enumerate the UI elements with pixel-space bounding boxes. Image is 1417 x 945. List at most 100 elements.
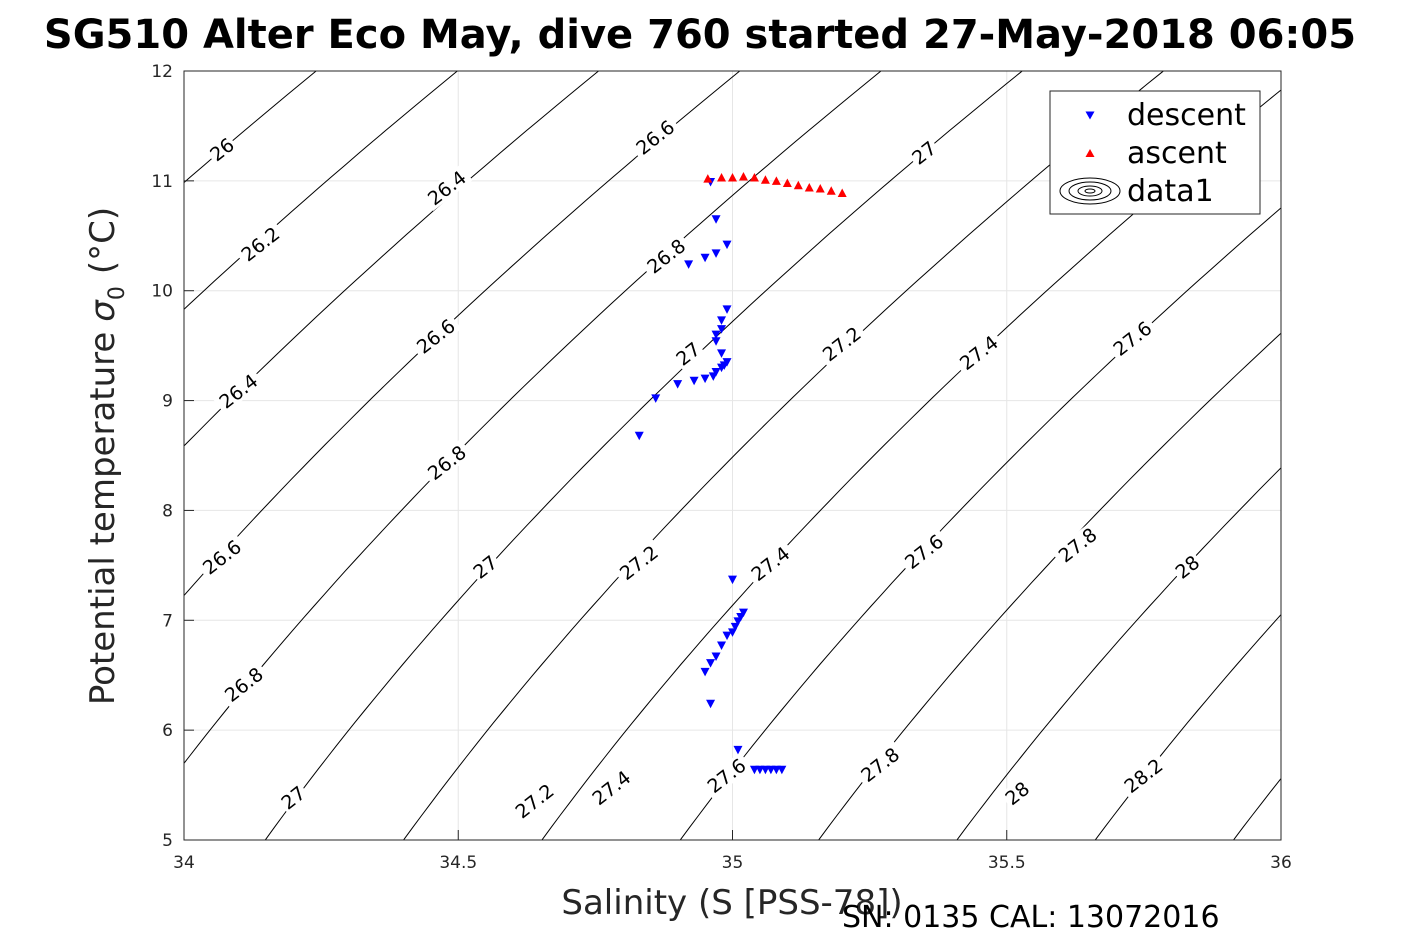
contour-label-background [854,741,906,788]
density-contour-line [818,332,1281,840]
ascent-point [771,176,781,185]
descent-point [711,215,721,224]
descent-point [736,612,746,622]
contour-label-background [585,764,638,811]
ascent-point [826,186,836,195]
descent-point [700,667,710,677]
contour-label-background [1169,550,1205,584]
descent-point [711,652,721,662]
descent-point [700,253,710,263]
y-axis-label-main: Potential temperature [83,332,123,705]
legend-marker-descent [1085,111,1095,120]
ascent-point [793,180,803,190]
legend-label-ascent: ascent [1127,136,1227,171]
y-axis-label-subscript: 0 [105,286,130,300]
descent-point [777,765,787,775]
density-contour-line [956,467,1281,840]
descent-point [706,699,716,709]
descent-point [728,575,737,585]
y-axis-label-symbol: σ [83,299,123,322]
legend-label-data1: data1 [1127,174,1214,209]
descent-point [700,374,710,384]
descent-point [717,363,727,373]
y-tick-label: 8 [162,501,173,521]
descent-point [711,368,721,377]
descent-point [708,372,718,381]
descent-point [717,316,727,325]
descent-point [722,631,732,641]
contour-label-background [217,661,270,708]
x-axis-label: Salinity (S [PSS-78]) [561,883,902,923]
contour-label-background [744,540,797,587]
ascent-point [703,174,713,183]
descent-point [673,380,683,389]
density-contour-line [679,207,1281,840]
y-tick-label: 12 [151,62,173,82]
y-tick-label: 10 [151,282,173,302]
contour-label-background [420,164,473,211]
contour-label-background [898,528,950,575]
descent-point [717,325,727,334]
contour-label-background [212,367,265,415]
contour-label-background [700,752,753,799]
descent-point [722,240,732,250]
contour-label-background [612,539,665,586]
x-tick-label: 34 [173,853,195,873]
contour-label-background [204,132,239,166]
x-tick-label: 34.5 [439,853,477,873]
ascent-point [815,184,825,193]
x-tick-labels: 34 34.5 35 35.5 36 [173,853,1292,873]
legend-box [1049,90,1261,215]
legend: descent ascent data1 [1049,90,1261,215]
descent-point [730,622,740,632]
ascent-point [738,171,748,181]
ascent-point [760,175,770,184]
contour-label-background [467,550,503,584]
contour-label-background [1117,752,1170,799]
x-tick-label: 35 [722,853,744,873]
contour-label-background [999,776,1035,810]
descent-point [684,260,694,269]
contour-label-background [640,232,692,280]
descent-point [689,376,699,386]
density-contour-line [184,71,741,597]
data-series [634,171,847,775]
contour-label-background [420,439,473,486]
descent-point [711,249,721,258]
series-descent [634,177,787,775]
footer-serial-cal: SN: 0135 CAL: 13072016 [842,900,1220,935]
series-ascent [703,171,847,197]
density-contour-line [264,71,1023,840]
contour-label-background [815,320,868,367]
contour-label-background [906,136,942,170]
descent-point [717,349,727,358]
descent-point [717,641,727,651]
y-tick-label: 9 [162,392,173,412]
descent-point [733,617,743,626]
ascent-point [782,178,792,188]
contour-label-background [195,533,248,581]
x-tick-label: 35.5 [988,853,1026,873]
y-tick-label: 11 [151,172,173,192]
contour-label-background [629,113,681,161]
contour-label-background [1051,521,1104,569]
ascent-point [804,182,814,192]
descent-point [706,659,716,668]
contour-label-background [670,337,706,371]
density-contour-line [1094,613,1281,840]
chart-title: SG510 Alter Eco May, dive 760 started 27… [44,12,1356,58]
ascent-point [717,173,727,182]
descent-point [634,431,644,441]
ascent-point [837,188,847,197]
density-contour-line [402,71,1165,840]
descent-point [651,394,661,403]
descent-point [733,745,743,755]
contour-label-background [409,312,462,360]
descent-point [722,305,732,314]
contour-label-background [508,777,561,825]
descent-point [738,608,748,618]
y-axis-label-unit: (°C) [83,207,123,274]
ascent-point [749,173,759,182]
y-tick-label: 6 [162,721,173,741]
